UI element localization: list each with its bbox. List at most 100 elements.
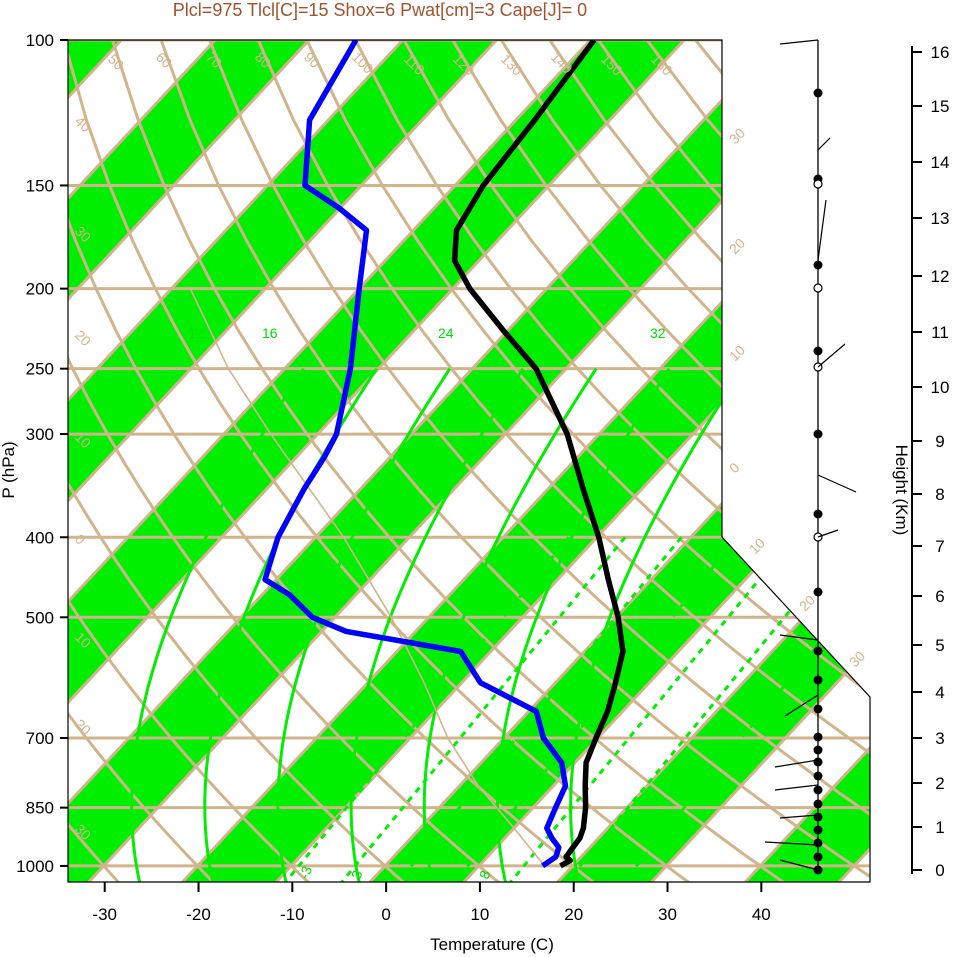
adiabat-label: 30 [726, 125, 748, 147]
height-tick-label: 9 [935, 432, 944, 451]
wind-barb [817, 529, 839, 538]
dry-adiabat-line [111, 40, 787, 882]
moist-band [68, 40, 309, 882]
moist-adiabat-line [276, 367, 452, 882]
dry-adiabat-line [68, 40, 596, 882]
height-tick-label: 15 [931, 97, 950, 116]
x-tick-label: -20 [186, 905, 211, 924]
y-tick-label: 400 [26, 528, 54, 547]
moist-adiabat-line [422, 367, 598, 882]
isotherm-line [650, 40, 870, 882]
wind-barb [779, 859, 819, 871]
wind-barb [774, 784, 819, 791]
isotherm-line [68, 40, 498, 882]
x-tick-label: 20 [564, 905, 583, 924]
height-tick-label: 0 [935, 861, 944, 880]
moist-band [557, 40, 870, 882]
sounding-profiles [262, 40, 626, 869]
moist-adiabat-line [495, 367, 671, 882]
wind-dot [813, 509, 823, 519]
wind-dot [813, 587, 823, 597]
wind-barb [779, 814, 819, 819]
isotherm-line [68, 40, 311, 882]
dry-adiabat-line [159, 40, 870, 882]
height-tick-label: 14 [931, 153, 950, 172]
height-tick-label: 16 [931, 43, 950, 62]
mixing-label: 24 [438, 325, 454, 341]
wind-column [764, 39, 857, 875]
height-tick-label: 10 [931, 378, 950, 397]
x-tick-label: -30 [92, 905, 117, 924]
y-tick-label: 100 [26, 31, 54, 50]
height-tick-label: 6 [935, 587, 944, 606]
wind-dot [813, 675, 823, 685]
adiabat-label: 20 [726, 235, 748, 257]
height-tick-label: 8 [935, 485, 944, 504]
isotherm-line [68, 40, 592, 882]
mixing-ratio-dashed-line [508, 536, 796, 882]
wind-open-dot [813, 179, 823, 189]
dry-adiabat-line [68, 40, 216, 882]
wind-dot [813, 799, 823, 809]
wind-dot [813, 852, 823, 862]
height-tick-label: 2 [935, 774, 944, 793]
y-tick-label: 250 [26, 360, 54, 379]
dry-adiabat-line [68, 40, 406, 882]
adiabat-label: 10 [746, 535, 768, 557]
height-tick-label: 5 [935, 636, 944, 655]
adiabat-label: 0 [726, 459, 743, 476]
plot-area [68, 40, 870, 882]
wind-dot [813, 429, 823, 439]
y-tick-label: 300 [26, 425, 54, 444]
dry-adiabat-line [68, 40, 311, 882]
wind-dot [813, 704, 823, 714]
dewpoint-profile [262, 40, 569, 869]
wind-dot [813, 646, 823, 656]
y-tick-label: 200 [26, 280, 54, 299]
wind-barb [779, 39, 819, 45]
y-tick-label: 850 [26, 799, 54, 818]
moist-adiabat-line [130, 367, 305, 882]
wind-barb [817, 199, 827, 261]
wind-dot [813, 732, 823, 742]
height-tick-label: 7 [935, 537, 944, 556]
dry-adiabat-line [68, 40, 501, 882]
wind-barb [817, 137, 831, 151]
wind-dot [813, 88, 823, 98]
height-axis-label: Height (Km) [892, 445, 911, 536]
wind-dot [813, 785, 823, 795]
mixing-label: 32 [650, 325, 666, 341]
wind-dot [813, 745, 823, 755]
parcel-line [189, 288, 546, 867]
wind-barb [774, 759, 819, 768]
wind-dot [813, 757, 823, 767]
dashed-label: -3 [296, 864, 315, 881]
mixing-ratio-lines [130, 367, 744, 882]
isotherm-line [744, 40, 870, 882]
temperature-profile [451, 40, 626, 869]
isotherm-line [68, 40, 780, 882]
height-tick-label: 12 [931, 267, 950, 286]
dry-adiabat-line [305, 40, 870, 882]
parcel-path [189, 288, 546, 867]
y-tick-label: 150 [26, 176, 54, 195]
x-axis-label: Temperature (C) [430, 935, 554, 954]
moist-band [745, 40, 870, 882]
y-axis-label: P (hPa) [0, 441, 18, 498]
axes: -30 -20 -10 0 10 20 30 401001502002503004005007… [16, 31, 771, 924]
wind-dot [813, 825, 823, 835]
wind-barb [817, 343, 846, 368]
mixing-ratio-dashed-line [452, 536, 739, 882]
isotherm-line [68, 40, 686, 882]
y-tick-label: 700 [26, 729, 54, 748]
wind-dot [813, 812, 823, 822]
wind-barb [784, 694, 819, 717]
x-tick-label: 30 [658, 905, 677, 924]
x-tick-label: 40 [752, 905, 771, 924]
left-label: 20 [72, 327, 94, 349]
wind-dot [813, 346, 823, 356]
x-tick-label: -10 [280, 905, 305, 924]
isotherm-line [556, 40, 870, 882]
